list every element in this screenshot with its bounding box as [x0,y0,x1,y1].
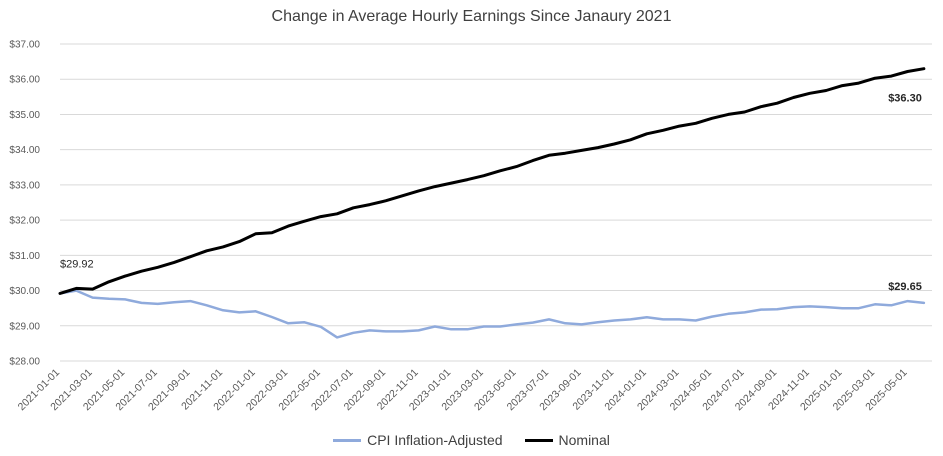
data-label: $29.65 [888,281,922,293]
y-tick-label: $34.00 [9,145,40,156]
data-annotations: $29.92 $36.30 $29.65 [60,93,922,293]
legend-item-nominal: Nominal [524,432,610,448]
legend-label-cpi: CPI Inflation-Adjusted [367,432,503,448]
legend-swatch-nominal [524,438,553,442]
legend-label-nominal: Nominal [558,432,610,448]
chart-title: Change in Average Hourly Earnings Since … [271,8,672,25]
data-label: $36.30 [888,93,922,105]
y-axis: $28.00 $29.00 $30.00 $31.00 $32.00 $33.00 $34.… [9,40,40,368]
y-tick-label: $33.00 [9,180,40,191]
legend-item-cpi: CPI Inflation-Adjusted [333,432,503,448]
y-tick-label: $35.00 [9,110,40,121]
gridlines [60,43,932,362]
x-axis: 2021-01-012021-03-012021-05-012021-07-01… [16,367,910,414]
y-tick-label: $32.00 [9,216,40,227]
series-line-nominal [58,67,926,295]
series-lines [58,67,926,339]
y-tick-label: $37.00 [9,40,40,51]
legend-swatch-cpi [333,438,362,442]
legend: CPI Inflation-Adjusted Nominal [0,432,943,448]
series-line-cpi-adjusted [58,289,926,339]
data-label: $29.92 [60,258,94,270]
y-tick-label: $31.00 [9,251,40,262]
y-tick-label: $30.00 [9,286,40,297]
y-tick-label: $28.00 [9,357,40,368]
y-tick-label: $29.00 [9,321,40,332]
y-tick-label: $36.00 [9,75,40,86]
